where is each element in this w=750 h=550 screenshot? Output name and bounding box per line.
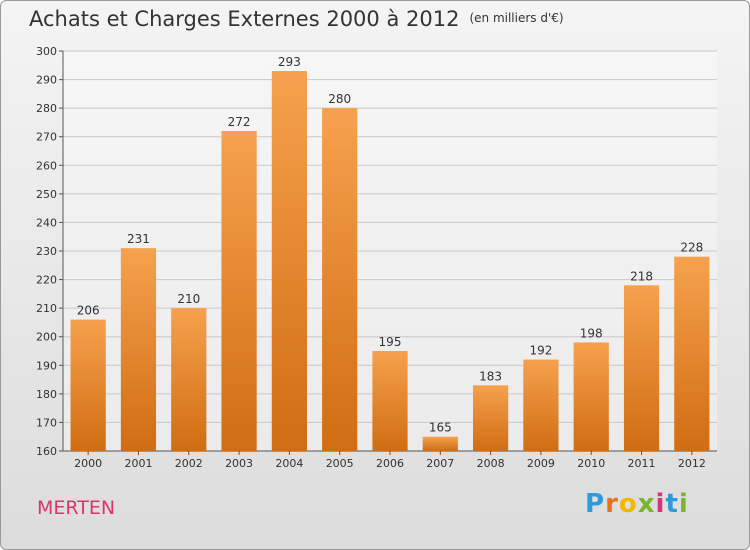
y-tick-label: 160 xyxy=(36,445,57,458)
y-tick-label: 260 xyxy=(36,159,57,172)
bar xyxy=(422,436,458,451)
y-tick-label: 300 xyxy=(36,45,57,58)
x-tick-label: 2007 xyxy=(426,457,454,470)
brand-letter: i xyxy=(678,489,689,519)
y-tick-label: 180 xyxy=(36,388,57,401)
x-tick-label: 2002 xyxy=(175,457,203,470)
chart-title: Achats et Charges Externes 2000 à 2012 (e… xyxy=(29,7,564,31)
y-tick-label: 200 xyxy=(36,331,57,344)
y-tick-label: 270 xyxy=(36,131,57,144)
chart-title-text: Achats et Charges Externes 2000 à 2012 xyxy=(29,7,460,31)
bar xyxy=(171,308,207,451)
bar xyxy=(322,108,358,452)
brand-letter: x xyxy=(637,489,656,519)
x-tick-label: 2008 xyxy=(477,457,505,470)
location-label: MERTEN xyxy=(37,497,116,519)
bar-value-label: 218 xyxy=(630,269,653,283)
bar xyxy=(523,359,559,451)
y-tick-label: 220 xyxy=(36,274,57,287)
bar-value-label: 192 xyxy=(529,344,552,358)
x-tick-label: 2011 xyxy=(628,457,656,470)
x-tick-label: 2006 xyxy=(376,457,404,470)
x-tick-label: 2012 xyxy=(678,457,706,470)
bar-value-label: 183 xyxy=(479,369,502,383)
brand-logo: Proxiti xyxy=(585,489,689,519)
brand-letter: o xyxy=(618,489,638,519)
bar-value-label: 293 xyxy=(278,55,301,69)
brand-letter: P xyxy=(585,489,606,519)
bar-value-label: 165 xyxy=(429,421,452,435)
y-tick-label: 210 xyxy=(36,302,57,315)
y-tick-label: 190 xyxy=(36,359,57,372)
bar xyxy=(120,248,157,451)
y-tick-label: 280 xyxy=(36,102,57,115)
bar xyxy=(573,342,609,451)
y-tick-label: 250 xyxy=(36,188,57,201)
brand-letter: t xyxy=(665,489,679,519)
bar-value-label: 280 xyxy=(328,92,351,106)
x-tick-label: 2001 xyxy=(124,457,152,470)
x-tick-label: 2000 xyxy=(74,457,102,470)
bar-value-label: 228 xyxy=(680,241,703,255)
x-tick-label: 2004 xyxy=(275,457,303,470)
bar xyxy=(372,351,408,451)
x-tick-label: 2010 xyxy=(577,457,605,470)
bar xyxy=(221,131,257,451)
x-tick-label: 2005 xyxy=(326,457,354,470)
y-tick-label: 170 xyxy=(36,416,57,429)
bar xyxy=(674,256,710,451)
y-tick-label: 290 xyxy=(36,74,57,87)
bar-value-label: 210 xyxy=(177,292,200,306)
bar-value-label: 231 xyxy=(127,232,150,246)
x-tick-label: 2003 xyxy=(225,457,253,470)
bar-value-label: 206 xyxy=(77,304,100,318)
y-tick-label: 230 xyxy=(36,245,57,258)
bar xyxy=(473,385,509,451)
chart-unit: (en milliers d'€) xyxy=(469,11,564,25)
brand-letter: r xyxy=(605,489,619,519)
bar xyxy=(70,319,106,451)
bar-value-label: 198 xyxy=(580,326,603,340)
bar-value-label: 272 xyxy=(228,115,251,129)
bar xyxy=(623,285,660,451)
bar xyxy=(271,71,307,451)
y-tick-label: 240 xyxy=(36,216,57,229)
x-tick-label: 2009 xyxy=(527,457,555,470)
brand-letter: i xyxy=(655,489,666,519)
bar-value-label: 195 xyxy=(379,335,402,349)
